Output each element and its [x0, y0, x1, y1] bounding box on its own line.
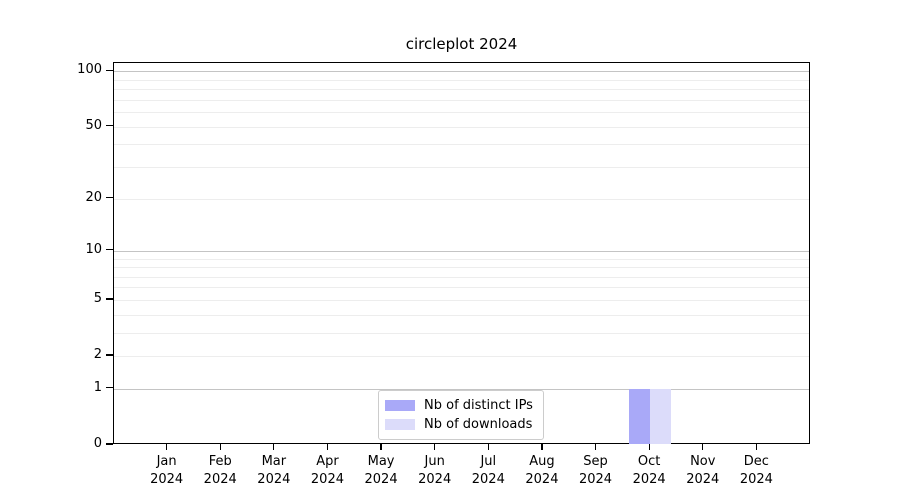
minor-gridline — [114, 79, 809, 81]
y-tick-mark — [106, 354, 113, 356]
chart-title: circleplot 2024 — [405, 35, 518, 53]
minor-gridline — [114, 267, 809, 269]
x-tick-label: Mar 2024 — [257, 454, 291, 487]
y-tick-label: 50 — [85, 117, 102, 133]
y-tick-label: 5 — [93, 290, 102, 306]
y-tick-mark — [106, 443, 113, 445]
y-tick-label: 100 — [77, 62, 102, 78]
minor-gridline — [114, 258, 809, 260]
y-tick-label: 2 — [93, 347, 102, 363]
x-tick-label: Jul 2024 — [471, 454, 505, 487]
x-tick-label: Sep 2024 — [578, 454, 613, 487]
x-tick-label: Jan 2024 — [150, 454, 184, 487]
minor-gridline — [114, 126, 809, 128]
y-tick-mark — [106, 298, 113, 300]
x-tick-mark — [219, 444, 221, 450]
legend-label-downloads: Nb of downloads — [424, 417, 533, 432]
x-tick-label: Oct 2024 — [632, 454, 666, 487]
x-tick-label: Apr 2024 — [310, 454, 344, 487]
x-tick-mark — [648, 444, 650, 450]
x-tick-label: Nov 2024 — [686, 454, 720, 487]
x-tick-mark — [541, 444, 543, 450]
x-tick-mark — [702, 444, 704, 450]
y-tick-mark — [106, 125, 113, 127]
legend-item-downloads: Nb of downloads — [385, 415, 533, 434]
minor-gridline — [114, 356, 809, 358]
minor-gridline — [114, 276, 809, 278]
y-tick-label: 10 — [85, 241, 102, 257]
major-gridline — [114, 250, 809, 252]
x-tick-label: Jun 2024 — [418, 454, 452, 487]
x-tick-label: May 2024 — [364, 454, 398, 487]
x-tick-mark — [755, 444, 757, 450]
minor-gridline — [114, 89, 809, 91]
minor-gridline — [114, 332, 809, 334]
minor-gridline — [114, 166, 809, 168]
legend-swatch-downloads — [385, 419, 415, 430]
x-tick-label: Feb 2024 — [203, 454, 237, 487]
bar-nb-of-downloads — [650, 388, 672, 444]
plot-area — [113, 62, 810, 444]
legend: Nb of distinct IPs Nb of downloads — [378, 390, 544, 440]
minor-gridline — [114, 287, 809, 289]
y-tick-mark — [106, 69, 113, 71]
x-tick-mark — [326, 444, 329, 450]
major-gridline — [114, 388, 809, 390]
y-tick-mark — [106, 196, 113, 199]
minor-gridline — [114, 99, 809, 101]
legend-swatch-distinct-ips — [385, 400, 415, 411]
legend-label-distinct-ips: Nb of distinct IPs — [424, 398, 533, 413]
y-tick-mark — [106, 249, 113, 251]
bar-nb-of-distinct-ips — [629, 388, 651, 444]
minor-gridline — [114, 299, 809, 301]
minor-gridline — [114, 314, 809, 316]
x-tick-mark — [594, 444, 597, 450]
x-tick-mark — [487, 444, 489, 450]
x-tick-mark — [166, 444, 168, 450]
minor-gridline — [114, 112, 809, 114]
x-tick-mark — [380, 444, 382, 450]
minor-gridline — [114, 198, 809, 200]
major-gridline — [114, 71, 809, 73]
minor-gridline — [114, 144, 809, 146]
y-tick-label: 0 — [93, 436, 102, 451]
y-tick-label: 1 — [93, 379, 102, 395]
x-tick-mark — [434, 444, 436, 450]
x-tick-mark — [273, 444, 275, 450]
legend-item-distinct-ips: Nb of distinct IPs — [385, 396, 533, 415]
x-tick-label: Aug 2024 — [525, 454, 559, 487]
y-tick-label: 20 — [85, 189, 102, 205]
x-tick-label: Dec 2024 — [739, 454, 773, 487]
y-tick-mark — [106, 387, 113, 389]
